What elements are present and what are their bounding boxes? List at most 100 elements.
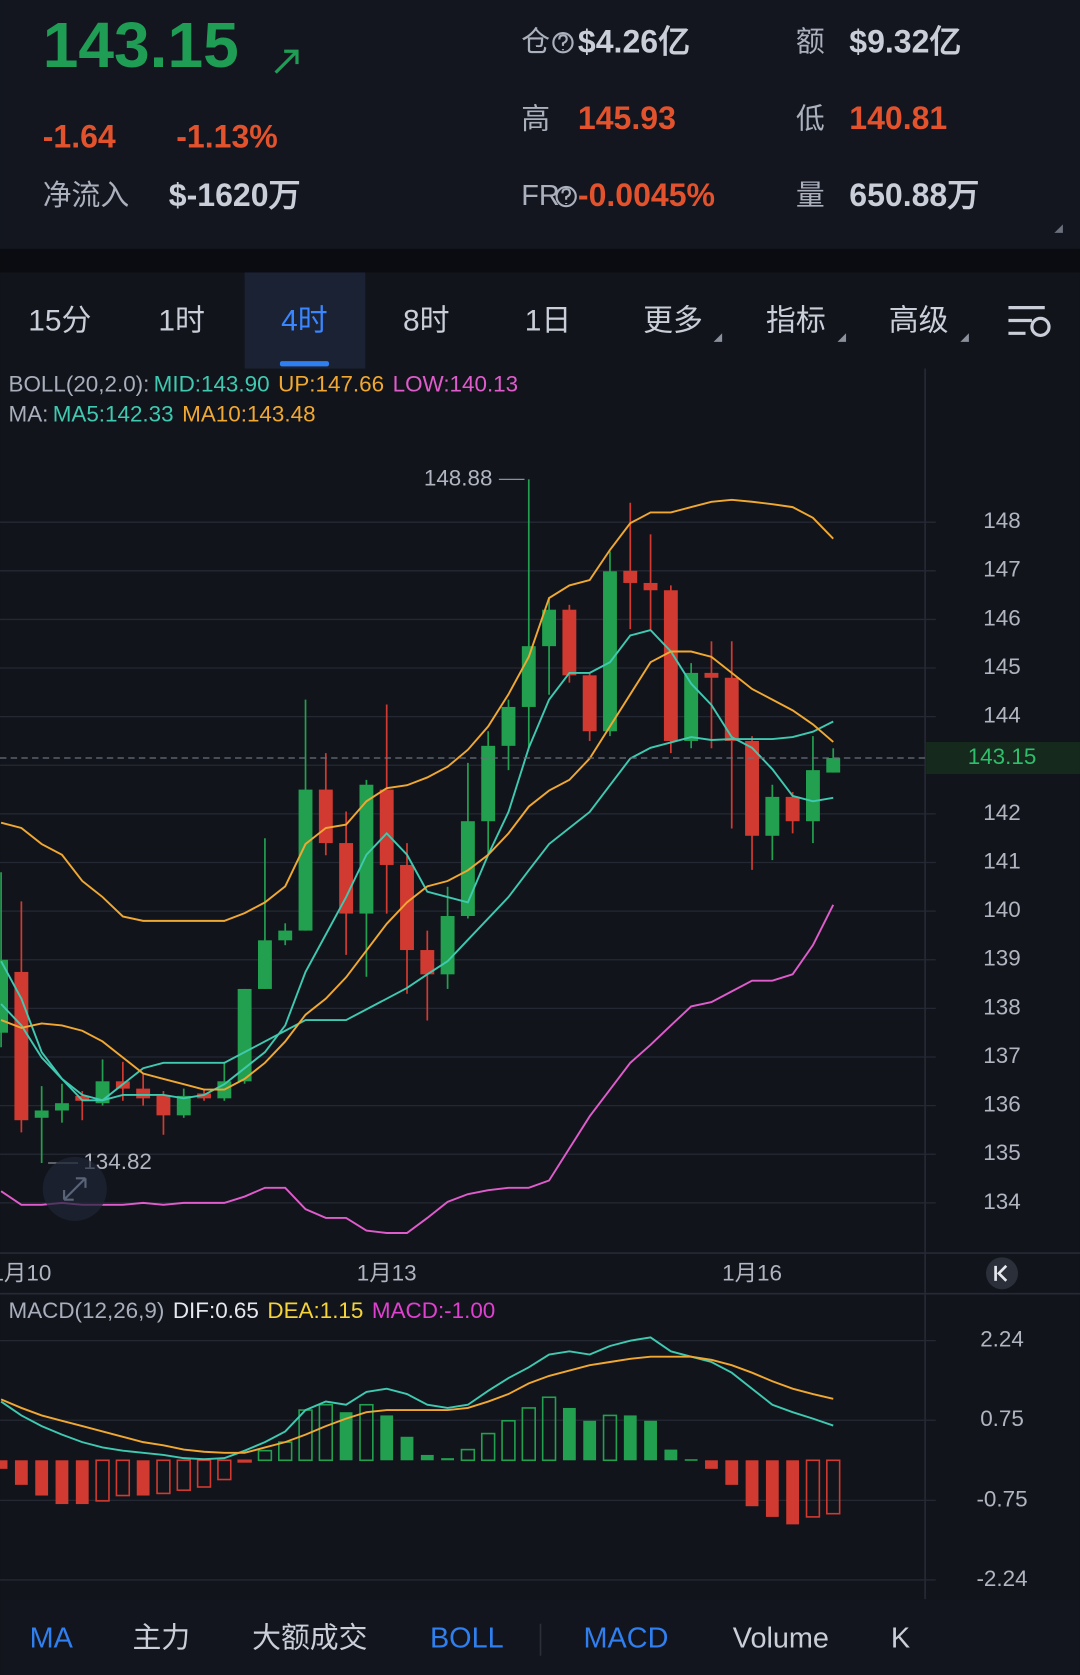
x-tick-label: 1月13	[357, 1260, 417, 1285]
macd-bar	[217, 1459, 232, 1481]
macd-bar	[176, 1459, 191, 1491]
legend-entry: DIF:0.65	[173, 1298, 259, 1323]
stat-label: 量	[796, 180, 825, 212]
candle-body	[785, 796, 800, 822]
y-tick-label: 146	[983, 605, 1020, 630]
candle-body	[704, 672, 719, 678]
macd-bar	[441, 1458, 455, 1461]
indicator-tabs: MA 主力 大额成交 BOLL MACD Volume K	[30, 1622, 910, 1654]
candle-body	[278, 930, 293, 941]
stat-value: $4.26亿	[578, 23, 690, 59]
interval-tab[interactable]: 15分	[28, 305, 91, 338]
macd-bar	[725, 1460, 739, 1485]
info-icon[interactable]	[555, 185, 577, 208]
legend-entry: MACD:-1.00	[372, 1298, 495, 1323]
y-tick-label: 148	[983, 508, 1020, 533]
interval-tab[interactable]: 4时	[281, 305, 328, 338]
macd-bar	[480, 1432, 496, 1462]
y-tick-label: 144	[983, 703, 1020, 728]
macd-bar	[196, 1459, 212, 1488]
macd-bar	[684, 1459, 698, 1461]
stat-label: 仓	[521, 26, 550, 58]
macd-line	[0, 1355, 834, 1454]
candle-body	[176, 1095, 191, 1116]
candle-body	[724, 677, 739, 741]
candle-body	[481, 745, 496, 822]
interval-tab[interactable]: 8时	[403, 305, 450, 338]
macd-bar	[705, 1460, 718, 1469]
macd-bar	[380, 1415, 394, 1461]
macd-bar	[521, 1407, 536, 1462]
interval-tab[interactable]: 1日	[525, 305, 572, 338]
price-chart: 1341351361371381391401411421431441451461…	[0, 372, 1080, 1285]
legend-entry: MA5:142.33	[53, 401, 174, 426]
y-tick-label: 0.75	[980, 1406, 1024, 1431]
candle-body	[440, 916, 455, 975]
interval-tab[interactable]: 更多	[643, 305, 703, 338]
inflow: $-1620万	[169, 177, 301, 213]
indicator-tab[interactable]: Volume	[733, 1622, 829, 1654]
candle-body	[136, 1088, 151, 1099]
indicator-tab[interactable]: BOLL	[430, 1622, 504, 1654]
interval-tab[interactable]: 1时	[158, 305, 205, 338]
stat-value: -0.0045%	[578, 177, 715, 213]
y-tick-label: 139	[983, 946, 1020, 971]
y-tick-label: 141	[983, 848, 1020, 873]
macd-bar	[339, 1412, 353, 1461]
rewind-icon	[994, 1264, 1008, 1282]
y-tick-label: 138	[983, 994, 1020, 1019]
indicator-tab[interactable]: 大额成交	[252, 1622, 367, 1654]
y-tick-label: 135	[983, 1140, 1020, 1165]
trend-arrow	[274, 49, 299, 74]
candle-body	[603, 571, 617, 732]
macd-bar	[136, 1460, 150, 1496]
settings-icon[interactable]	[1008, 306, 1051, 338]
stat-label: 高	[521, 103, 550, 135]
candle-body	[237, 988, 252, 1082]
macd-bar	[805, 1459, 821, 1518]
price: 143.15	[43, 9, 239, 81]
candle-body	[298, 789, 313, 931]
indicator-tab[interactable]: MA	[30, 1622, 74, 1654]
y-tick-label: 137	[983, 1043, 1020, 1068]
macd-bar	[257, 1449, 273, 1462]
legend-entry: DEA:1.15	[267, 1298, 363, 1323]
candle-body	[826, 757, 841, 773]
legend-title: MA:	[9, 401, 49, 426]
interval-tab[interactable]: 高级	[889, 305, 949, 338]
candle-body	[745, 740, 759, 836]
candle-body	[765, 796, 780, 836]
candle-body	[805, 770, 820, 822]
indicator-tab[interactable]: MACD	[584, 1622, 669, 1654]
macd-bar	[623, 1415, 637, 1461]
inflow-label: 净流入	[43, 180, 129, 212]
stat-value: $9.32亿	[849, 23, 961, 59]
candle-body	[542, 609, 557, 647]
separator	[0, 248, 1080, 273]
candle-body	[582, 675, 597, 732]
interval-tab[interactable]: 指标	[766, 305, 826, 338]
indicator-tab[interactable]: K	[891, 1622, 910, 1654]
rewind-button[interactable]	[985, 1257, 1019, 1290]
legend-entry: MID:143.90	[154, 372, 270, 397]
macd-bar	[237, 1459, 252, 1463]
legend-title: BOLL(20,2.0):	[9, 372, 150, 397]
y-tick-label: 145	[983, 654, 1020, 679]
indicator-line	[0, 650, 834, 1091]
x-tick-label: 1月16	[722, 1260, 782, 1285]
legend: MA: MA5:142.33 MA10:143.48	[9, 401, 316, 426]
macd-bar	[359, 1403, 374, 1462]
dropdown-marks	[713, 333, 969, 342]
indicator-line	[0, 629, 834, 1102]
change-pct: -1.13%	[176, 118, 278, 154]
y-tick-label: -2.24	[976, 1566, 1027, 1591]
macd-bar	[745, 1460, 759, 1507]
candle-body	[643, 582, 658, 591]
candle-body	[75, 1095, 90, 1101]
indicator-line	[0, 498, 834, 922]
indicator-tab[interactable]: 主力	[132, 1622, 190, 1654]
candle-body	[55, 1103, 69, 1111]
info-icon[interactable]	[552, 32, 574, 54]
